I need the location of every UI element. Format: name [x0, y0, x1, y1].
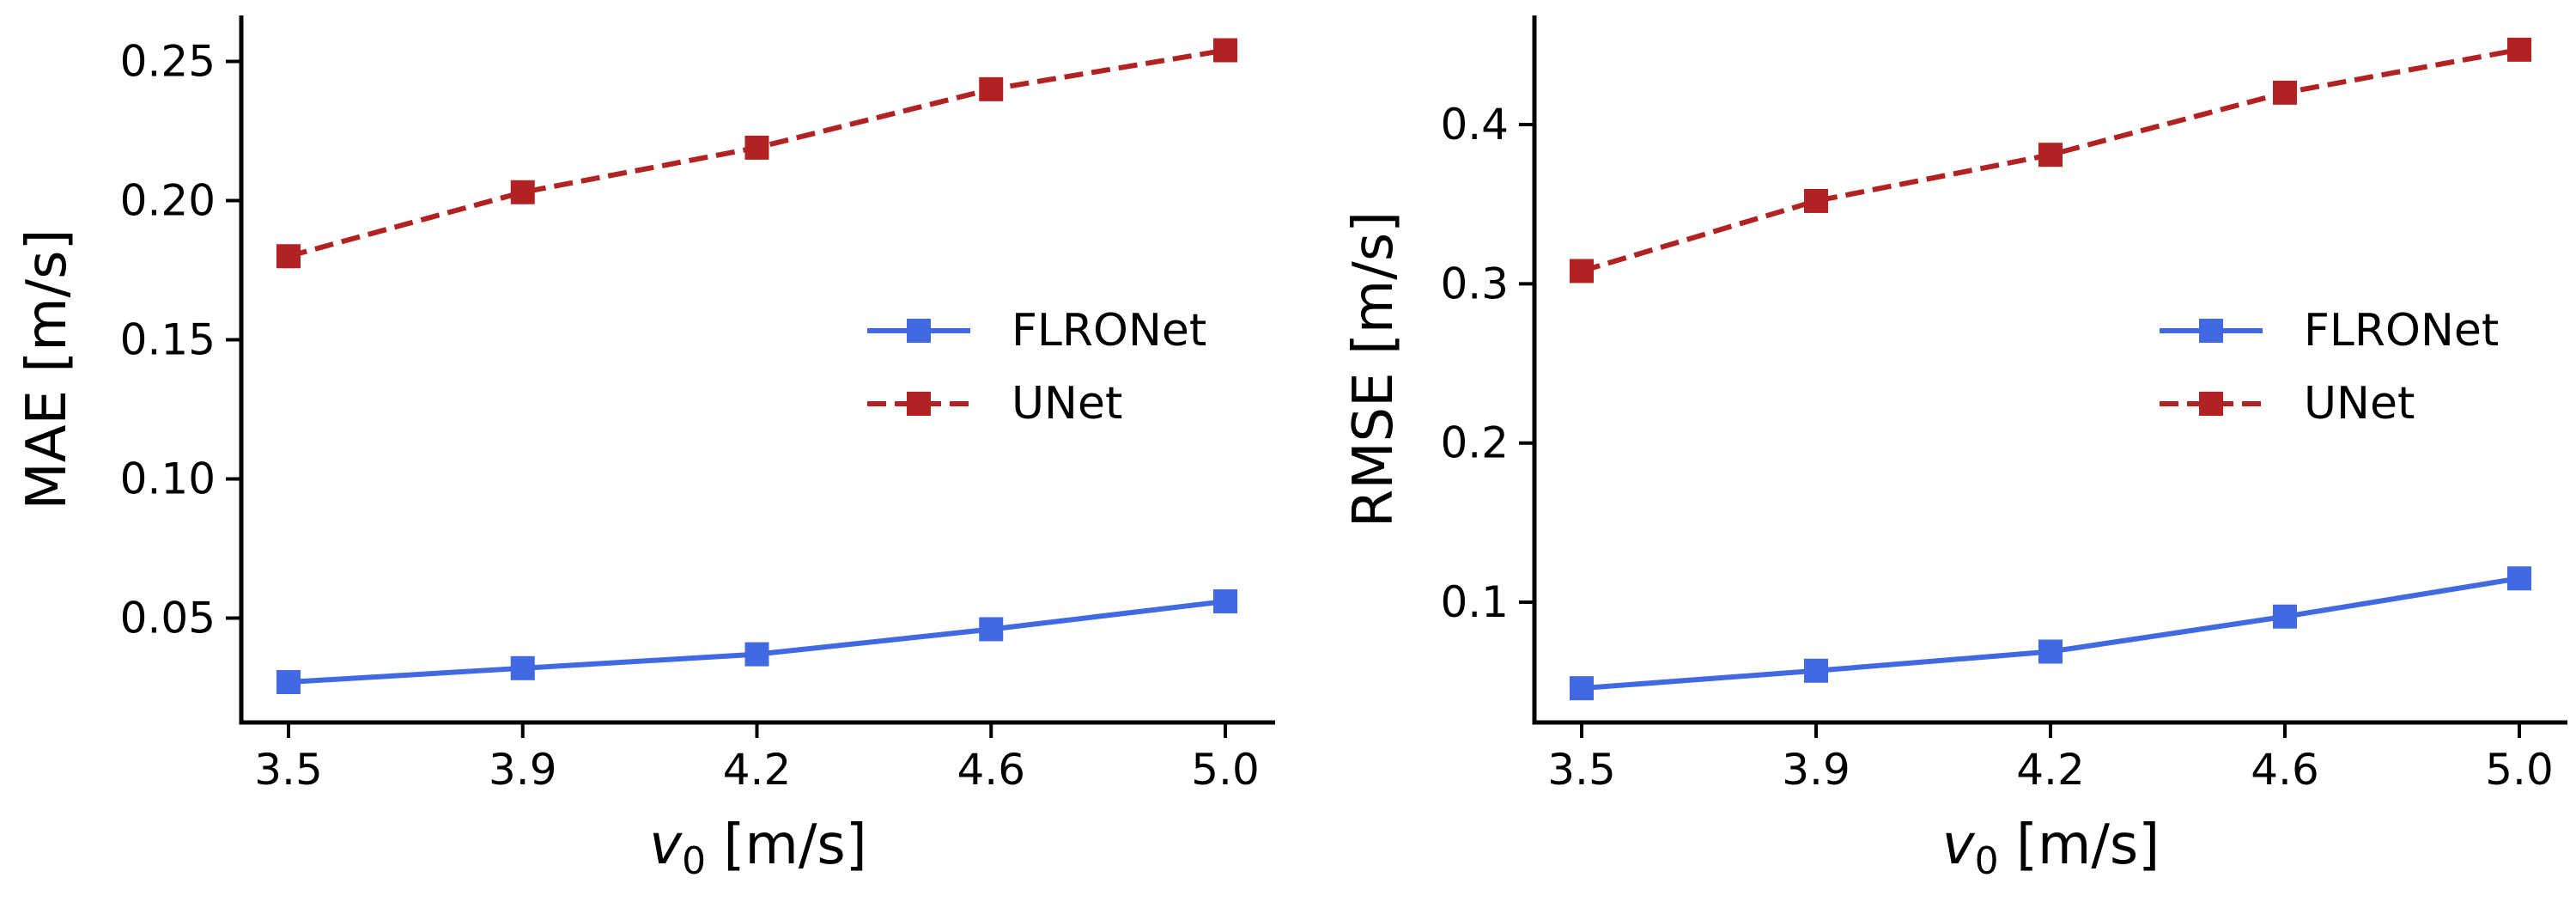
data-point-unet: [2038, 143, 2063, 168]
y-tick-label: 0.25: [120, 36, 216, 86]
x-tick-label: 4.2: [723, 745, 792, 795]
data-point-flronet: [510, 655, 535, 680]
data-point-unet: [1804, 188, 1828, 213]
legend-label-unet: UNet: [2304, 378, 2415, 430]
data-point-flronet: [979, 617, 1004, 642]
y-axis-title: RMSE [m/s]: [1342, 211, 1406, 527]
y-tick-label: 0.3: [1440, 259, 1509, 308]
x-tick-label: 5.0: [2485, 745, 2554, 795]
y-tick-label: 0.15: [120, 314, 216, 364]
legend-label-flronet: FLRONet: [1012, 305, 1206, 357]
data-point-flronet: [1570, 676, 1594, 701]
x-tick-label: 3.5: [254, 745, 323, 795]
series-line-flronet: [1581, 576, 2520, 692]
data-point-flronet: [1804, 658, 1828, 683]
data-point-flronet: [1213, 589, 1237, 614]
y-tick-label: 0.2: [1440, 418, 1509, 468]
x-tick-label: 4.6: [2251, 745, 2319, 795]
x-tick-label: 3.5: [1547, 745, 1616, 795]
data-point-unet: [744, 135, 769, 160]
data-point-unet: [1570, 259, 1594, 283]
data-point-flronet: [2038, 639, 2063, 664]
data-point-flronet: [276, 670, 301, 695]
x-axis-title: v0 [m/s]: [1942, 814, 2160, 883]
x-tick-label: 3.9: [1782, 745, 1850, 795]
x-tick-label: 5.0: [1191, 745, 1260, 795]
data-point-flronet: [2507, 566, 2531, 591]
x-tick-label: 3.9: [489, 745, 557, 795]
x-tick-label: 4.2: [2016, 745, 2085, 795]
x-axis-title: v0 [m/s]: [649, 814, 866, 883]
legend-marker-unet: [907, 392, 931, 416]
chart-mae: 0.05 0.10 0.15 0.20 0.25 3.5 3.9 4.2 4.6 5.0 MAE […: [15, 15, 1275, 883]
data-point-unet: [1213, 38, 1237, 63]
y-tick-label: 0.20: [120, 175, 216, 225]
legend-marker-unet: [2199, 392, 2223, 416]
data-point-flronet: [2273, 604, 2297, 629]
legend-label-flronet: FLRONet: [2304, 305, 2499, 357]
legend-marker-flronet: [907, 319, 931, 343]
chart-rmse: 0.1 0.2 0.3 0.4 3.5 3.9 4.2 4.6 5.0 RMSE [m/s] v0 …: [1342, 15, 2567, 883]
legend-label-unet: UNet: [1012, 378, 1122, 430]
series-line-flronet: [288, 599, 1226, 686]
data-point-unet: [979, 76, 1004, 101]
y-tick-label: 0.1: [1440, 577, 1509, 627]
y-tick-label: 0.10: [120, 454, 216, 503]
data-point-unet: [2507, 37, 2531, 62]
data-point-unet: [276, 244, 301, 269]
y-tick-label: 0.05: [120, 593, 216, 643]
legend-marker-flronet: [2199, 319, 2223, 343]
data-point-unet: [2273, 80, 2297, 105]
y-tick-label: 0.4: [1440, 100, 1509, 149]
data-point-unet: [510, 180, 535, 204]
x-tick-label: 4.6: [957, 745, 1025, 795]
y-axis-title: MAE [m/s]: [15, 229, 79, 510]
data-point-flronet: [744, 642, 769, 667]
